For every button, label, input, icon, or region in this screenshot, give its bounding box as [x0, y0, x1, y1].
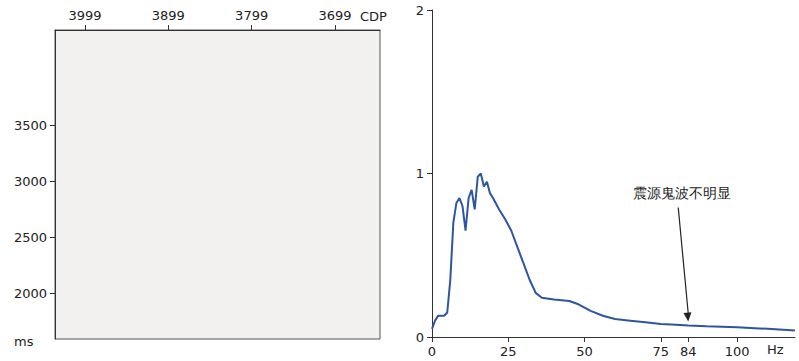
svg-text:震源鬼波不明显: 震源鬼波不明显 [633, 185, 731, 201]
svg-text:0: 0 [428, 344, 436, 359]
svg-text:3899: 3899 [152, 8, 185, 23]
svg-text:75: 75 [653, 344, 670, 359]
svg-text:2500: 2500 [14, 230, 47, 245]
svg-text:3699: 3699 [318, 8, 351, 23]
svg-text:0: 0 [416, 330, 424, 345]
svg-text:2000: 2000 [14, 286, 47, 301]
svg-text:Hz: Hz [767, 342, 784, 357]
svg-text:2: 2 [416, 3, 424, 18]
svg-text:3999: 3999 [68, 8, 101, 23]
svg-text:3799: 3799 [235, 8, 268, 23]
svg-text:50: 50 [576, 344, 593, 359]
svg-text:ms: ms [14, 334, 34, 349]
svg-text:CDP: CDP [360, 9, 387, 24]
svg-text:25: 25 [500, 344, 517, 359]
svg-text:100: 100 [725, 344, 750, 359]
svg-text:3500: 3500 [14, 118, 47, 133]
svg-text:3000: 3000 [14, 174, 47, 189]
svg-text:84: 84 [680, 344, 697, 359]
svg-text:1: 1 [416, 166, 424, 181]
